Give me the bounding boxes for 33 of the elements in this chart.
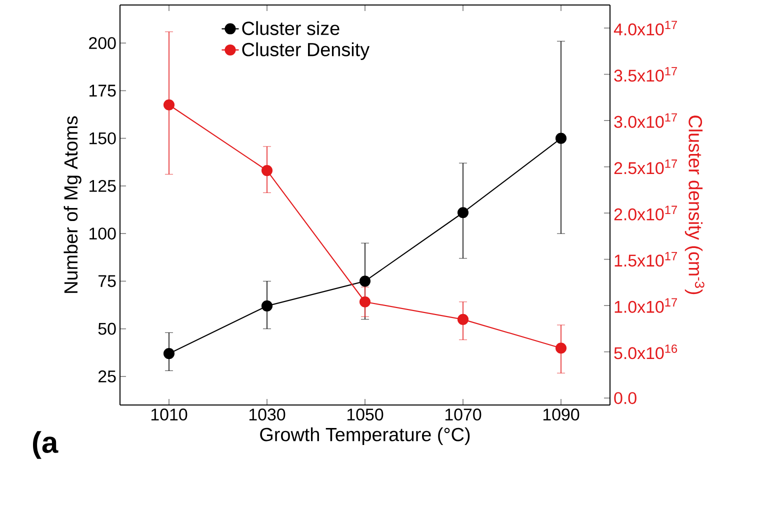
point [261,300,273,312]
x-axis-title: Growth Temperature (°C) [260,427,470,445]
legend-label: Cluster size [242,21,340,36]
y-tick-label: 50 [98,322,116,335]
legend-label: Cluster Density [242,42,370,60]
y-tick-label: 25 [98,370,116,382]
point [163,348,175,360]
y-tick-label: 150 [90,132,116,144]
y-axis-title: Number of Mg Atoms [64,116,82,293]
y2-tick-label: 5.0x10$^{16}$ [614,344,678,360]
y2-tick-label: 2.0x10$^{17}$ [614,206,677,220]
point [457,207,469,218]
x-tick-label: 1010 [151,408,188,421]
y-tick-label: 100 [90,228,116,240]
y2-tick-label: 3.5x10$^{17}$ [614,67,677,82]
y-tick-label: 175 [90,84,116,97]
y2-tick-label: 2.5x10$^{17}$ [614,160,677,174]
y2-tick-label: 0.0 [614,392,636,404]
x-tick-label: 1070 [445,408,482,421]
point [555,132,567,144]
y2-axis-title: Cluster density (cm$^{-3}$) [684,116,704,294]
text: (a [33,431,58,459]
x-tick-label: 1030 [249,408,286,421]
y-tick-label: 200 [89,37,116,50]
y2-tick-label: 4.0x10$^{17}$ [614,20,677,36]
point [359,276,371,287]
x-tick-label: 1050 [347,408,384,421]
y2-tick-label: 1.5x10$^{17}$ [614,252,677,267]
y2-tick-label: 3.0x10$^{17}$ [614,113,677,128]
y-tick-label: 125 [90,180,116,192]
y2-tick-label: 1.0x10$^{17}$ [614,298,677,313]
x-tick-label: 1090 [543,408,580,421]
y-tick-label: 75 [98,275,116,288]
